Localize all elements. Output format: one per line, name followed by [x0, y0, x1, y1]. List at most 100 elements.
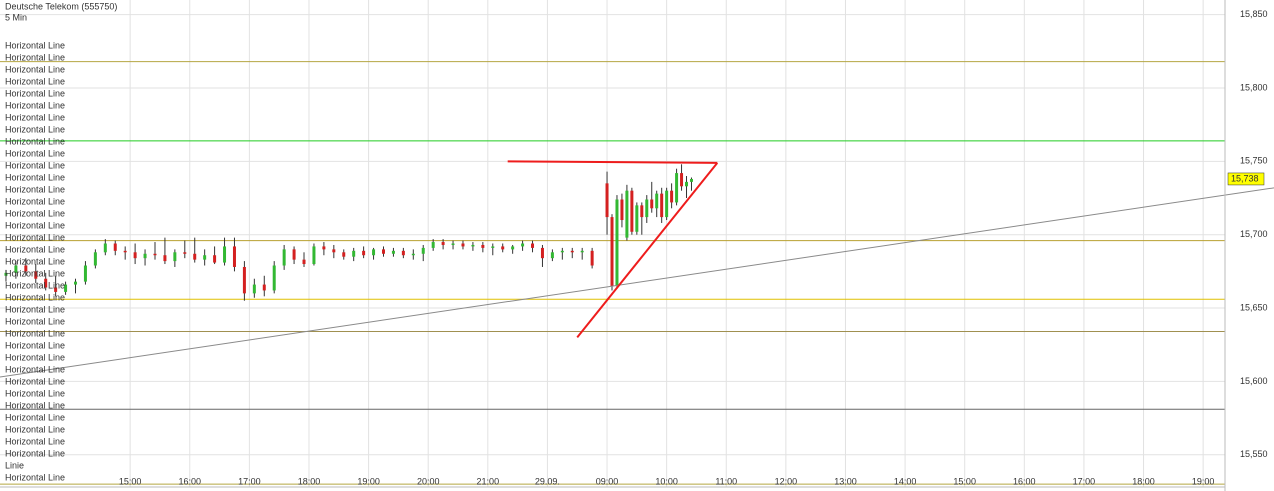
candle-body — [14, 265, 18, 273]
x-tick-label: 09:00 — [596, 476, 619, 486]
candle-body — [550, 252, 554, 259]
x-tick-label: 29.09. — [535, 476, 560, 486]
candle-body — [292, 249, 296, 260]
candle-body — [685, 181, 689, 187]
candle-body — [262, 284, 266, 291]
candle-body — [213, 255, 217, 263]
candle-body — [590, 250, 594, 266]
line-label: Horizontal Line — [5, 172, 65, 182]
line-label: Horizontal Line — [5, 448, 65, 458]
line-label: Horizontal Line — [5, 88, 65, 98]
x-tick-label: 16:00 — [178, 476, 201, 486]
candle-body — [670, 190, 674, 203]
candle-body — [362, 250, 366, 256]
candle-body — [232, 246, 236, 267]
trendline — [0, 187, 1274, 378]
candle-body — [322, 246, 326, 250]
line-label: Horizontal Line — [5, 304, 65, 314]
line-label: Horizontal Line — [5, 256, 65, 266]
candle-body — [615, 199, 619, 287]
chart-subtitle: 5 Min — [5, 12, 27, 22]
candles-layer — [4, 164, 693, 301]
candle-body — [342, 252, 346, 257]
candle-body — [645, 199, 649, 218]
x-tick-label: 18:00 — [298, 476, 321, 486]
line-label: Horizontal Line — [5, 52, 65, 62]
candle-body — [461, 243, 465, 247]
x-tick-label: 19:00 — [1192, 476, 1215, 486]
candle-body — [34, 271, 38, 279]
candle-body — [451, 243, 455, 245]
x-tick-label: 10:00 — [655, 476, 678, 486]
y-tick-label: 15,650 — [1240, 302, 1268, 312]
line-label: Horizontal Line — [5, 160, 65, 170]
candle-body — [665, 190, 669, 218]
candle-body — [635, 205, 639, 232]
candle-body — [650, 199, 654, 209]
candle-body — [332, 249, 336, 253]
line-label: Horizontal Line — [5, 376, 65, 386]
line-label: Horizontal Line — [5, 436, 65, 446]
line-label: Horizontal Line — [5, 124, 65, 134]
candle-body — [113, 243, 117, 251]
candle-body — [123, 250, 127, 253]
line-label: Horizontal Line — [5, 232, 65, 242]
line-label: Horizontal Line — [5, 184, 65, 194]
candle-body — [580, 250, 584, 253]
line-label: Horizontal Line — [5, 400, 65, 410]
line-label: Horizontal Line — [5, 328, 65, 338]
candle-body — [153, 253, 157, 256]
candle-body — [64, 284, 68, 292]
candle-body — [511, 246, 515, 250]
y-tick-label: 15,550 — [1240, 449, 1268, 459]
candle-body — [93, 252, 97, 266]
candle-body — [421, 247, 425, 254]
candle-body — [372, 249, 376, 256]
candle-body — [491, 246, 495, 248]
candle-body — [242, 266, 246, 294]
line-label: Horizontal Line — [5, 352, 65, 362]
candle-body — [689, 178, 693, 182]
candle-body — [203, 255, 207, 260]
last-price-label: 15,738 — [1231, 173, 1259, 183]
candle-body — [103, 243, 107, 253]
line-label: Horizontal Line — [5, 136, 65, 146]
x-tick-label: 18:00 — [1132, 476, 1155, 486]
line-label: Horizontal Line — [5, 424, 65, 434]
candle-body — [193, 253, 197, 260]
drawings-layer — [0, 160, 1274, 378]
line-label: Horizontal Line — [5, 292, 65, 302]
line-label: Horizontal Line — [5, 148, 65, 158]
candle-body — [54, 287, 58, 292]
candle-body — [352, 250, 356, 257]
line-label: Horizontal Line — [5, 220, 65, 230]
candle-body — [620, 199, 624, 221]
candle-body — [630, 190, 634, 232]
line-label: Horizontal Line — [5, 100, 65, 110]
x-tick-label: 19:00 — [357, 476, 380, 486]
line-label: Horizontal Line — [5, 412, 65, 422]
candle-body — [481, 244, 485, 248]
candle-body — [521, 243, 525, 247]
candle-body — [625, 190, 629, 238]
x-tick-label: 17:00 — [238, 476, 261, 486]
x-tick-label: 14:00 — [894, 476, 917, 486]
candle-body — [74, 281, 78, 285]
line-label: Horizontal Line — [5, 196, 65, 206]
candle-body — [252, 284, 256, 294]
line-label: Horizontal Line — [5, 208, 65, 218]
candle-body — [401, 250, 405, 256]
candle-body — [531, 243, 535, 248]
candle-body — [272, 265, 276, 291]
trendline — [507, 160, 718, 164]
candle-body — [471, 244, 475, 247]
x-tick-label: 20:00 — [417, 476, 440, 486]
x-tick-label: 15:00 — [119, 476, 142, 486]
candle-body — [143, 253, 147, 259]
line-label: Horizontal Line — [5, 244, 65, 254]
candle-body — [381, 249, 385, 254]
y-tick-label: 15,750 — [1240, 156, 1268, 166]
labels-layer: 15,550 15,600 15,650 15,700 15,750 15,800 15,8… — [5, 9, 1268, 486]
candle-body — [560, 250, 564, 253]
